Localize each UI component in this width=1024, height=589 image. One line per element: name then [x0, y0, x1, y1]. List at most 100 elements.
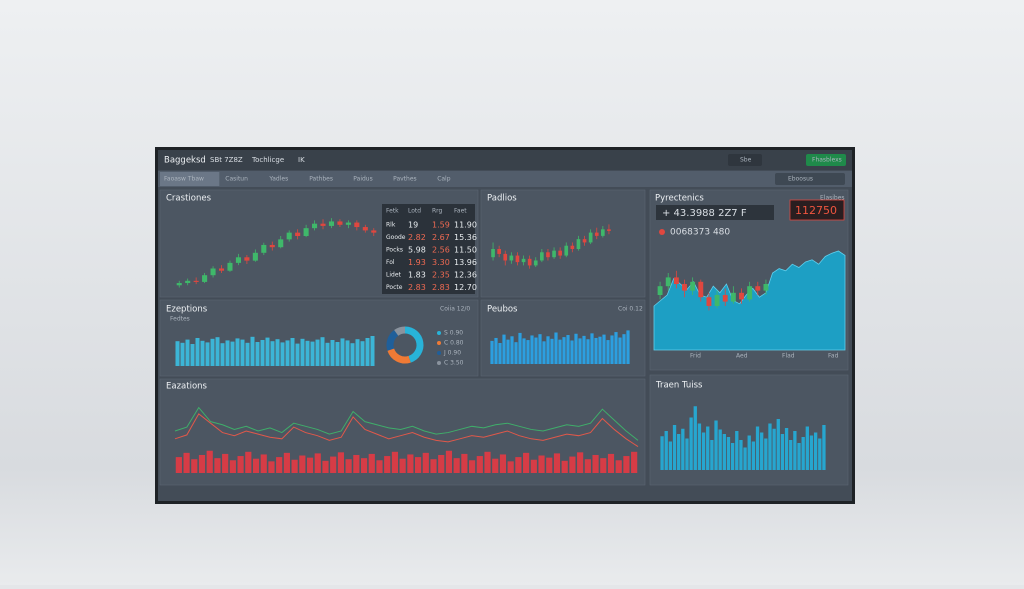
ticker[interactable]: SBt 7Z8Z [210, 156, 243, 164]
bar [566, 335, 570, 364]
bar [330, 340, 335, 366]
bar [562, 337, 566, 364]
candle-body [252, 252, 258, 261]
bar [780, 434, 785, 470]
bar [260, 340, 265, 366]
bar [222, 453, 229, 473]
bar [542, 341, 546, 364]
bar [546, 457, 553, 473]
bar [615, 460, 622, 473]
candle-body [594, 232, 599, 236]
tab[interactable]: Yadles [268, 176, 288, 183]
search[interactable]: Sbe [740, 157, 752, 164]
candle-body [345, 222, 351, 225]
bar [245, 451, 252, 473]
candle-body [673, 277, 679, 284]
candle-body [665, 277, 671, 287]
bar [314, 453, 321, 473]
bar [776, 419, 780, 470]
candle-body [722, 295, 728, 302]
bar [340, 338, 345, 366]
candle-body [588, 232, 593, 243]
panel-title: Pyrectenics [655, 194, 704, 204]
table-cell: 19 [408, 221, 418, 230]
bar [582, 335, 586, 364]
legend-label: S 0.90 [444, 330, 463, 337]
candle-body [714, 295, 720, 306]
bar [534, 337, 538, 364]
bar [494, 337, 498, 364]
candle-body [210, 268, 216, 276]
panel-tag: Coi 0.12 [618, 306, 643, 313]
bar [350, 343, 355, 366]
candle-body [176, 283, 182, 286]
bar [507, 461, 514, 473]
panel-title: Padlios [487, 194, 517, 204]
tab[interactable]: Pathbes [309, 176, 333, 183]
bar [577, 452, 584, 473]
bar [252, 458, 260, 473]
donut-segment [386, 330, 399, 351]
tab[interactable]: Faoasw Tbaw [164, 176, 204, 183]
candle-body [269, 244, 275, 248]
candle-body [564, 245, 569, 256]
table-cell: 1.93 [408, 258, 426, 267]
bar [300, 338, 305, 366]
bar [384, 456, 391, 473]
legend-dot [437, 341, 441, 345]
bar [755, 426, 760, 470]
candle-body [682, 284, 687, 291]
bar [484, 451, 491, 473]
bar [200, 340, 205, 366]
search-box[interactable] [728, 154, 762, 166]
right-tab-box[interactable] [775, 173, 845, 185]
bar [743, 447, 747, 470]
table-cell: 3.30 [432, 258, 450, 267]
bar [185, 339, 190, 366]
bar [502, 334, 506, 364]
bar [498, 343, 502, 364]
bar [250, 336, 255, 366]
candle-body [491, 249, 495, 258]
candle-body [218, 268, 225, 271]
action-button[interactable] [806, 154, 846, 166]
bar [310, 341, 315, 366]
menu[interactable]: Tochlicge [251, 156, 284, 164]
bar [499, 454, 507, 473]
bar [578, 338, 582, 364]
button-label[interactable]: Fhasblexs [812, 157, 842, 164]
right-tab[interactable]: Eboosus [788, 176, 813, 183]
panel-title: Peubos [487, 305, 518, 315]
bar [365, 338, 370, 366]
candle-body [533, 260, 538, 266]
bar [602, 334, 606, 364]
bar [610, 335, 614, 364]
legend-dot [437, 331, 441, 335]
tab[interactable]: Calp [437, 176, 451, 183]
table-header: Faet [454, 208, 467, 215]
candle-body [515, 255, 520, 263]
bar [522, 338, 526, 364]
bar [526, 340, 530, 364]
bar [538, 455, 545, 473]
candle-body [527, 258, 532, 266]
table-cell: 12.70 [454, 283, 477, 292]
code[interactable]: IK [298, 156, 305, 164]
bar [718, 429, 722, 470]
brand: Baggeksd [164, 156, 206, 166]
tab[interactable]: Pavthes [393, 176, 417, 183]
bar [813, 432, 818, 470]
bar [569, 456, 576, 473]
legend-label: C 0.80 [444, 340, 464, 347]
panel-title: Eazations [166, 382, 208, 392]
bar [550, 338, 554, 364]
bar [801, 437, 805, 470]
legend-label: C 3.50 [444, 360, 464, 367]
tab[interactable]: Paidus [353, 176, 372, 183]
table-cell: 13.96 [454, 258, 477, 267]
donut-segment [404, 326, 424, 363]
tab[interactable]: Casitun [225, 176, 248, 183]
candle-body [312, 223, 318, 229]
panel-tag: Coiia 12/0 [440, 306, 470, 313]
